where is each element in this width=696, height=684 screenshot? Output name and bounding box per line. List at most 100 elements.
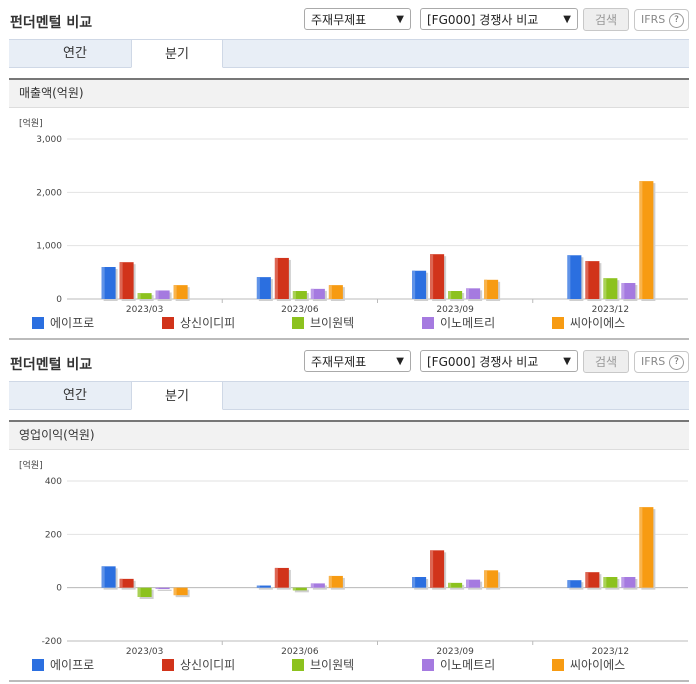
bar-highlight: [274, 257, 278, 299]
revenue-chart: [억원] 0 1,000 2,000 3,000 2023/03 2023/06 2023/0…: [19, 117, 688, 314]
bar-highlight: [585, 572, 589, 588]
bar-highlight: [448, 582, 452, 588]
bar-1-2[interactable]: [292, 291, 307, 299]
bar-1-0[interactable]: [256, 585, 271, 588]
legend-label: 에이프로: [50, 316, 95, 330]
bar-1-4[interactable]: [328, 285, 343, 299]
tab-annual[interactable]: 연간: [63, 46, 87, 61]
bar-0-1[interactable]: [119, 578, 134, 588]
y-tick-label: 0: [56, 584, 62, 594]
bar-1-2[interactable]: [292, 587, 307, 591]
bar-1-3[interactable]: [310, 583, 325, 588]
legend-swatch: [292, 317, 304, 329]
ifrs-label: IFRS: [641, 355, 666, 368]
tab-quarterly[interactable]: 분기: [131, 381, 223, 410]
bar-highlight: [448, 291, 452, 299]
bar-highlight: [101, 267, 105, 299]
bar-3-3[interactable]: [621, 283, 636, 299]
panel-header: 펀더멘털 비교 주재무제표 ▼ [FG000] 경쟁사 비교 ▼ 검색 IFRS…: [0, 342, 696, 378]
chart-title: 영업이익(억원): [9, 422, 689, 450]
bar-0-2[interactable]: [137, 587, 152, 597]
peer-group-select[interactable]: [FG000] 경쟁사 비교 ▼: [420, 350, 578, 372]
bar-2-0[interactable]: [412, 577, 427, 588]
legend-label: 씨아이에스: [570, 316, 626, 330]
bar-2-4[interactable]: [484, 570, 499, 588]
bar-shadow: [258, 587, 273, 590]
bar-highlight: [119, 578, 123, 588]
tab-annual[interactable]: 연간: [63, 388, 87, 403]
bar-2-4[interactable]: [484, 279, 499, 299]
bar-2-1[interactable]: [430, 550, 445, 588]
statement-type-select[interactable]: 주재무제표 ▼: [304, 8, 411, 30]
bar-3-0[interactable]: [567, 255, 582, 299]
chart-legend: 에이프로 상신이디피 브이원텍 이노메트리 씨아이에스: [9, 315, 689, 331]
bar-highlight: [173, 587, 177, 596]
fundamental-panel-1: 펀더멘털 비교 주재무제표 ▼ [FG000] 경쟁사 비교 ▼ 검색 IFRS…: [9, 8, 689, 340]
search-button[interactable]: 검색: [583, 8, 629, 31]
legend-swatch: [552, 317, 564, 329]
x-tick-label: 2023/12: [592, 647, 629, 656]
legend-swatch: [552, 659, 564, 671]
bar-3-1[interactable]: [585, 261, 600, 299]
bar-highlight: [137, 293, 141, 299]
bar-3-1[interactable]: [585, 572, 600, 588]
legend-swatch: [162, 659, 174, 671]
bar-3-2[interactable]: [603, 278, 618, 299]
bar-highlight: [310, 583, 314, 588]
y-tick-label: 1,000: [36, 242, 62, 252]
bar-2-0[interactable]: [412, 270, 427, 299]
statement-type-select[interactable]: 주재무제표 ▼: [304, 350, 411, 372]
bar-0-0[interactable]: [101, 566, 116, 588]
y-tick-label: 400: [45, 477, 62, 487]
bar-1-3[interactable]: [310, 288, 325, 299]
bar-highlight: [621, 577, 625, 588]
bar-3-4[interactable]: [639, 507, 654, 588]
legend-swatch: [422, 659, 434, 671]
y-tick-label: 2,000: [36, 188, 62, 198]
search-button[interactable]: 검색: [583, 350, 629, 373]
statement-type-value: 주재무제표: [311, 355, 367, 369]
bar-highlight: [430, 550, 434, 588]
ifrs-help-button[interactable]: IFRS ?: [634, 351, 689, 373]
ifrs-help-button[interactable]: IFRS ?: [634, 9, 689, 31]
chart-box: 영업이익(억원) [억원] -200 0 200 400 2023/03 2023/06 20…: [9, 420, 689, 682]
legend-label: 씨아이에스: [570, 658, 626, 672]
bar-2-3[interactable]: [466, 579, 481, 588]
bar-2-2[interactable]: [448, 582, 463, 588]
x-tick-label: 2023/12: [592, 305, 629, 314]
bar-highlight: [466, 579, 470, 588]
bar-0-0[interactable]: [101, 267, 116, 299]
peer-group-select[interactable]: [FG000] 경쟁사 비교 ▼: [420, 8, 578, 30]
bar-highlight: [466, 288, 470, 299]
bar-3-0[interactable]: [567, 580, 582, 588]
panel-title: 펀더멘털 비교: [10, 357, 93, 373]
bar-1-1[interactable]: [274, 567, 289, 588]
bar-0-1[interactable]: [119, 262, 134, 299]
bar-3-2[interactable]: [603, 577, 618, 588]
bar-1-4[interactable]: [328, 575, 343, 588]
bar-2-2[interactable]: [448, 291, 463, 299]
bar-3-3[interactable]: [621, 577, 636, 588]
bar-highlight: [274, 567, 278, 588]
bar-highlight: [484, 570, 488, 588]
legend-label: 브이원텍: [310, 316, 355, 330]
bar-1-0[interactable]: [256, 277, 271, 299]
bar-highlight: [256, 277, 260, 299]
legend-label: 브이원텍: [310, 658, 355, 672]
bar-highlight: [256, 585, 260, 588]
bar-0-3[interactable]: [155, 290, 170, 299]
tab-quarterly[interactable]: 분기: [131, 39, 223, 68]
bar-2-3[interactable]: [466, 288, 481, 299]
bar-1-1[interactable]: [274, 257, 289, 299]
bar-3-4[interactable]: [639, 181, 654, 299]
y-unit-label: [억원]: [19, 459, 43, 471]
bar-2-1[interactable]: [430, 254, 445, 299]
bar-0-2[interactable]: [137, 293, 152, 299]
bar-0-4[interactable]: [173, 587, 188, 596]
bar-highlight: [292, 291, 296, 299]
legend-label: 상신이디피: [180, 658, 236, 672]
bar-highlight: [173, 285, 177, 299]
bar-0-4[interactable]: [173, 285, 188, 299]
bar-0-3[interactable]: [155, 587, 170, 589]
y-tick-label: -200: [42, 637, 63, 647]
